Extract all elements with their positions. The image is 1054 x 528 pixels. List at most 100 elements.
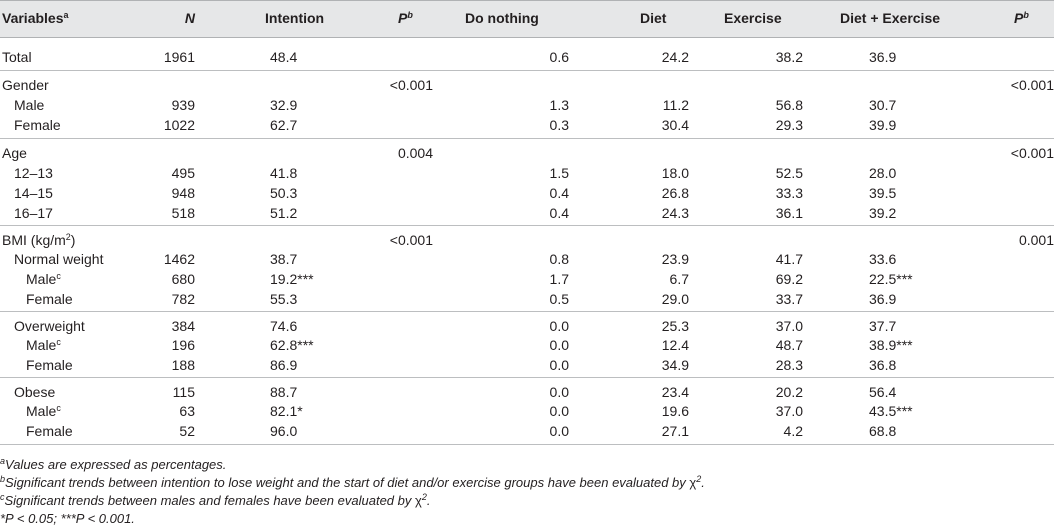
table-row: Female 52 96.0 0.0 27.1 4.2 68.8 [0,421,1054,441]
table-row: Malec 680 19.2*** 1.7 6.7 69.2 22.5*** [0,269,1054,289]
row-label: Malec [26,337,61,353]
table-row: 14–15 948 50.3 0.4 26.8 33.3 39.5 [0,183,1054,203]
row-label: Total [2,49,32,65]
cell-intention: 51.2 [270,205,298,221]
cell-intention: 41.8 [270,165,298,181]
table-row: 12–13 495 41.8 1.5 18.0 52.5 28.0 [0,163,1054,183]
footnote-significance: *P < 0.05; ***P < 0.001. [0,511,135,526]
cell-n: 1022 [163,117,195,133]
cell-diet-exercise: 36.8 [869,357,897,373]
cell-intention: 50.3 [270,185,298,201]
row-label: Malec [26,403,61,419]
table-row: Total 1961 48.4 0.6 24.2 38.2 36.9 [0,47,1054,67]
cell-n: 1961 [163,49,195,65]
cell-diet: 12.4 [661,337,689,353]
cell-diet: 26.8 [661,185,689,201]
cell-do-nothing: 0.4 [549,185,569,201]
cell-intention: 86.9 [270,357,298,373]
table-row: Female 188 86.9 0.0 34.9 28.3 36.8 [0,355,1054,375]
row-label: Overweight [14,318,85,334]
cell-n: 1462 [163,251,195,267]
row-divider [0,377,1054,378]
cell-p2: <0.001 [1010,145,1054,161]
cell-n: 196 [171,337,195,353]
cell-p1: <0.001 [389,77,433,93]
header-intention: Intention [265,10,325,26]
footnote-a: aValues are expressed as percentages. [0,456,227,473]
table-row: Male 939 32.9 1.3 11.2 56.8 30.7 [0,95,1054,115]
cell-diet-exercise: 28.0 [869,165,897,181]
cell-intention: 74.6 [270,318,298,334]
cell-do-nothing: 0.3 [549,117,569,133]
header-diet: Diet [640,10,667,26]
header-exercise: Exercise [724,10,782,26]
cell-n: 680 [171,271,195,287]
cell-p1: <0.001 [389,232,433,248]
table-footnotes: aValues are expressed as percentages. bS… [0,456,1054,528]
cell-exercise: 38.2 [775,49,803,65]
header-variables: Variablesa [2,10,69,26]
row-divider [0,138,1054,139]
row-divider [0,225,1054,226]
row-label: Female [14,117,61,133]
cell-diet: 11.2 [662,97,689,113]
cell-n: 948 [171,185,195,201]
table-row: Malec 196 62.8*** 0.0 12.4 48.7 38.9*** [0,335,1054,355]
cell-do-nothing: 0.0 [549,318,569,334]
row-label: 16–17 [14,205,53,221]
row-label: 14–15 [14,185,53,201]
cell-n: 52 [179,423,195,439]
table-row: BMI (kg/m2) <0.001 0.001 [0,230,1054,250]
cell-exercise: 20.2 [775,384,803,400]
cell-diet-exercise: 22.5*** [869,271,913,287]
cell-n: 188 [171,357,195,373]
row-label: Female [26,291,73,307]
cell-exercise: 52.5 [775,165,803,181]
row-label: Obese [14,384,56,400]
row-label: Gender [2,77,49,93]
header-p-2: Pb [1014,10,1029,26]
cell-do-nothing: 0.0 [549,337,569,353]
cell-n: 939 [171,97,195,113]
cell-n: 115 [172,384,195,400]
cell-diet-exercise: 39.9 [869,117,897,133]
table-row: Normal weight 1462 38.7 0.8 23.9 41.7 33.6 [0,249,1054,269]
cell-diet: 23.4 [661,384,689,400]
table-row: Female 1022 62.7 0.3 30.4 29.3 39.9 [0,115,1054,135]
cell-diet-exercise: 37.7 [869,318,897,334]
cell-diet-exercise: 36.9 [869,291,897,307]
cell-diet-exercise: 36.9 [869,49,897,65]
cell-do-nothing: 0.0 [549,357,569,373]
cell-do-nothing: 1.5 [549,165,569,181]
cell-intention: 88.7 [270,384,298,400]
cell-p2: 0.001 [1018,232,1054,248]
cell-do-nothing: 0.8 [549,251,569,267]
row-label: BMI (kg/m2) [2,232,76,248]
cell-intention: 62.8*** [270,337,314,353]
cell-diet-exercise: 56.4 [869,384,897,400]
cell-diet: 24.2 [661,49,689,65]
cell-do-nothing: 0.0 [549,423,569,439]
cell-intention: 32.9 [270,97,298,113]
cell-diet-exercise: 68.8 [869,423,897,439]
cell-diet: 27.1 [661,423,689,439]
cell-n: 384 [171,318,195,334]
cell-intention: 38.7 [270,251,298,267]
cell-diet: 34.9 [661,357,689,373]
cell-intention: 96.0 [270,423,298,439]
cell-intention: 82.1* [270,403,303,419]
cell-n: 63 [179,403,195,419]
header-diet-exercise: Diet + Exercise [840,10,941,26]
cell-diet: 29.0 [661,291,689,307]
row-divider [0,444,1054,445]
cell-p1: 0.004 [397,145,433,161]
table-row: Obese 115 88.7 0.0 23.4 20.2 56.4 [0,382,1054,402]
row-label: Female [26,357,73,373]
header-n: N [184,10,195,26]
row-label: Malec [26,271,61,287]
cell-intention: 48.4 [270,49,298,65]
cell-exercise: 4.2 [783,423,803,439]
cell-diet: 6.7 [669,271,689,287]
table-header: Variablesa N Intention Pb Do nothing Die… [0,0,1054,38]
cell-do-nothing: 0.0 [549,403,569,419]
